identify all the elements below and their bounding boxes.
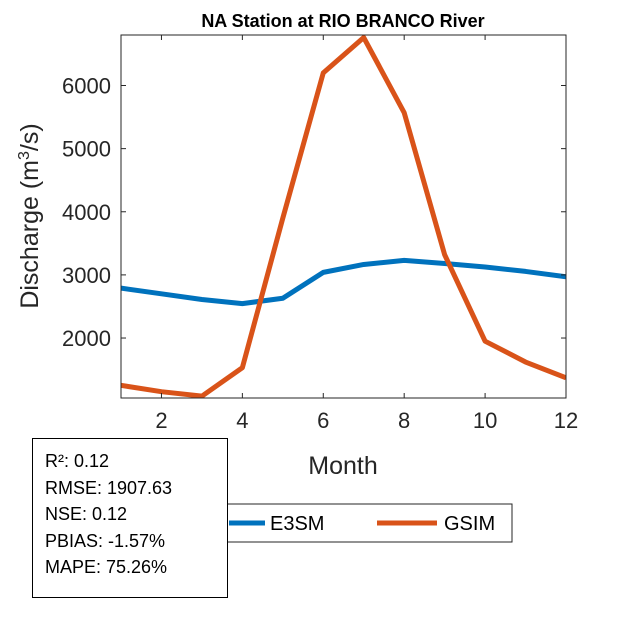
y-axis-label: Discharge (m3/s) bbox=[16, 123, 44, 308]
series-line-gsim bbox=[121, 35, 566, 398]
legend: E3SM GSIM bbox=[221, 503, 513, 543]
stats-pbias: PBIAS: -1.57% bbox=[45, 530, 166, 551]
y-tick-label: 4000 bbox=[62, 200, 111, 225]
legend-label-e3sm: E3SM bbox=[270, 513, 324, 535]
y-axis: 2000 3000 4000 5000 6000 bbox=[62, 74, 566, 351]
stats-mape: MAPE: 75.26% bbox=[45, 557, 168, 577]
stats-r2: R²: 0.12 bbox=[45, 451, 110, 471]
y-axis-label-prefix: Discharge (m bbox=[16, 160, 44, 309]
y-axis-label-superscript: 3 bbox=[16, 151, 33, 160]
x-axis-label: Month bbox=[308, 452, 377, 480]
x-axis: 2 4 6 8 10 12 bbox=[155, 35, 578, 433]
stats-rmse: RMSE: 1907.63 bbox=[45, 477, 173, 498]
y-tick-label: 3000 bbox=[62, 263, 111, 288]
stats-box: R²: 0.12 RMSE: 1907.63 NSE: 0.12 PBIAS: … bbox=[32, 438, 228, 598]
x-tick-label: 6 bbox=[317, 408, 329, 433]
y-tick-label: 5000 bbox=[62, 137, 111, 162]
axes-box bbox=[120, 34, 567, 399]
stats-nse: NSE: 0.12 bbox=[45, 504, 128, 524]
y-tick-label: 2000 bbox=[62, 326, 111, 351]
x-tick-label: 4 bbox=[236, 408, 248, 433]
series-line-e3sm bbox=[121, 257, 566, 307]
plot-area bbox=[121, 35, 566, 398]
x-tick-label: 2 bbox=[155, 408, 167, 433]
y-tick-label: 6000 bbox=[62, 74, 111, 99]
x-tick-label: 8 bbox=[398, 408, 410, 433]
x-tick-label: 12 bbox=[554, 408, 578, 433]
y-axis-label-suffix: /s) bbox=[16, 123, 44, 151]
series-layer bbox=[121, 35, 566, 398]
legend-label-gsim: GSIM bbox=[444, 513, 495, 535]
chart-title: NA Station at RIO BRANCO River bbox=[201, 11, 484, 31]
x-tick-label: 10 bbox=[473, 408, 497, 433]
